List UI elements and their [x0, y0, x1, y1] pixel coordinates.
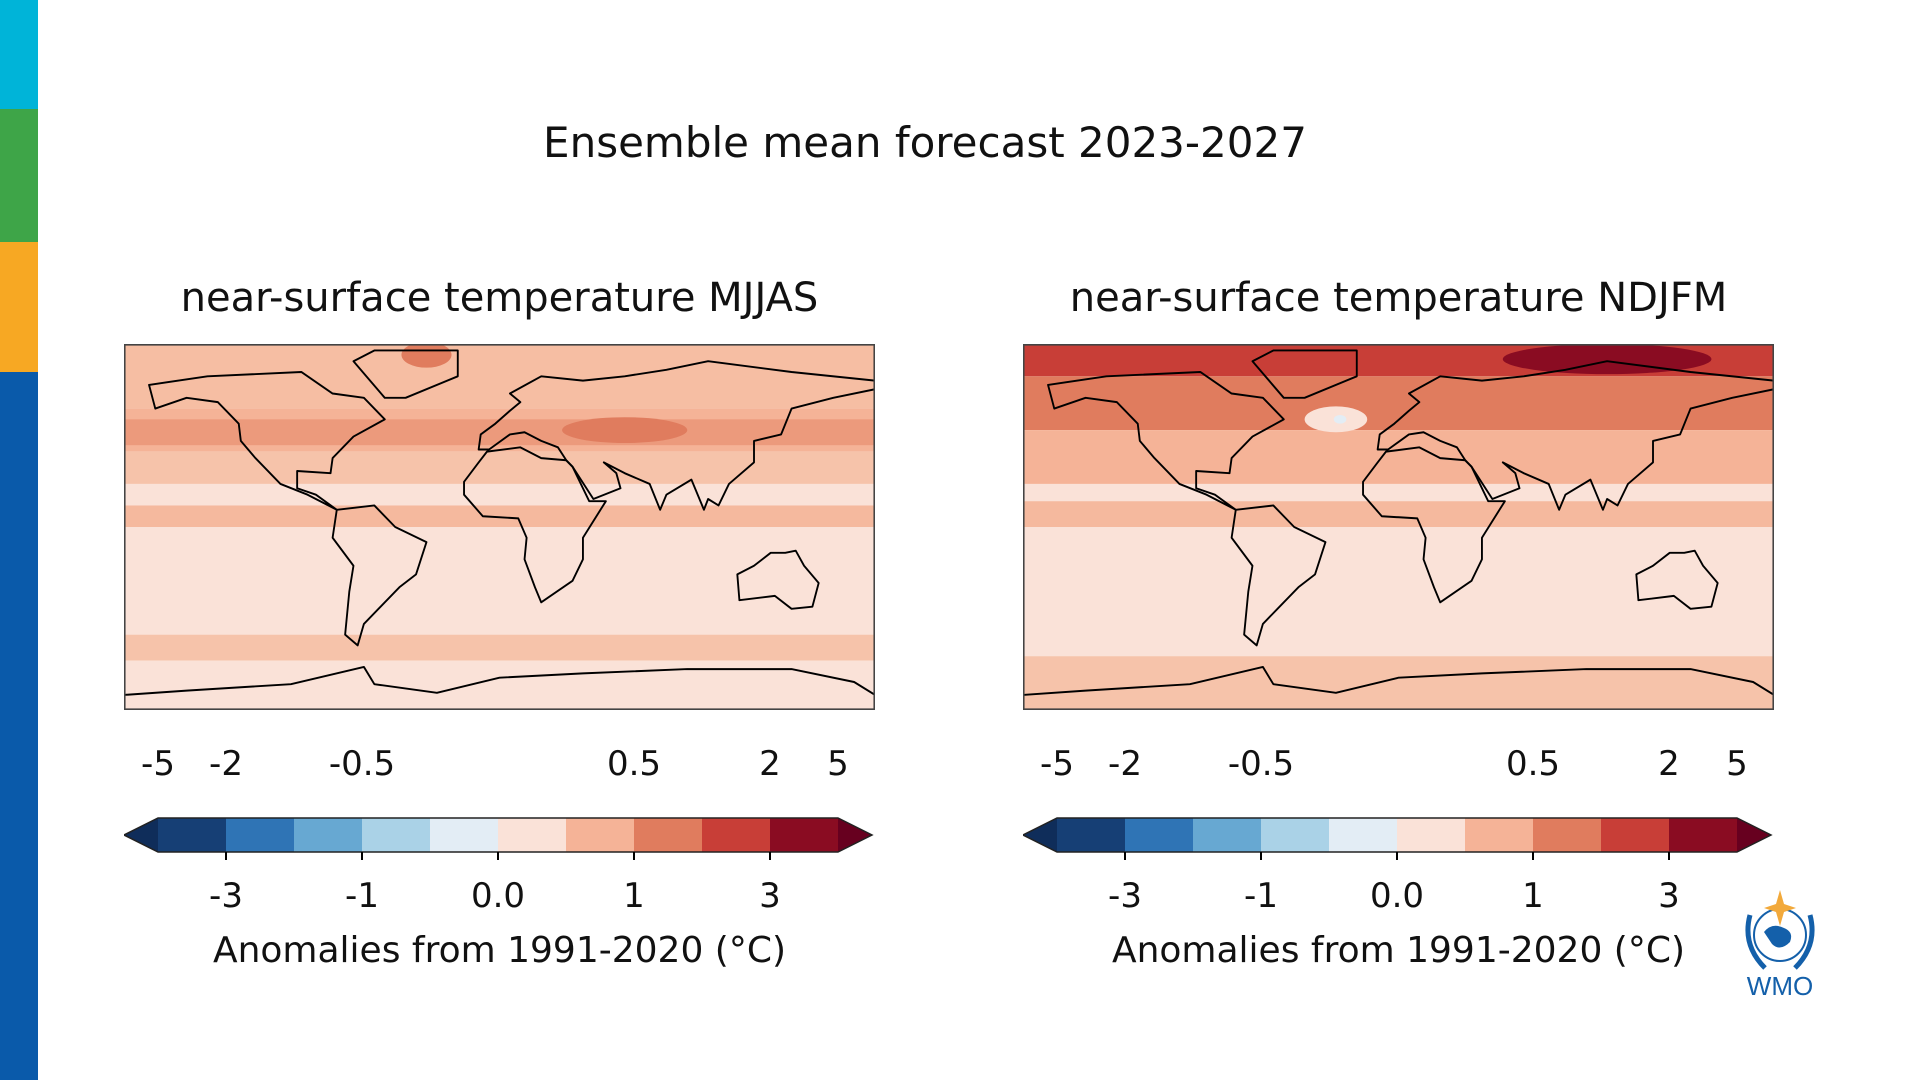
- anomaly-band: [1023, 656, 1774, 710]
- colorbar-segment: [1057, 818, 1126, 852]
- colorbar-upper-tick-label: 2: [759, 744, 781, 784]
- colorbar-ndjfm: Anomalies from 1991-2020 (°C) -5 -2 -0.5 0.…: [1023, 740, 1774, 980]
- colorbar-lower-tick-label: -3: [1108, 876, 1142, 916]
- colorbar-upper-tick-label: -2: [1108, 744, 1142, 784]
- anomaly-band: [124, 505, 875, 527]
- anomaly-band: [124, 634, 875, 661]
- colorbar-lower-tick-label: 1: [623, 876, 645, 916]
- map-mjjas: [124, 344, 875, 710]
- coastline-africa: [463, 446, 607, 604]
- anomaly-band: [1023, 501, 1774, 527]
- colorbar-lower-tick-label: 1: [1522, 876, 1544, 916]
- anomaly-band: [124, 344, 875, 409]
- anomaly-band: [1023, 483, 1774, 502]
- anomaly-band: [1023, 430, 1774, 484]
- anomaly-band: [124, 527, 875, 635]
- coastline-antarctica: [124, 665, 875, 710]
- accent-bar-orange: [0, 242, 38, 372]
- colorbar-upper-tick-label: 2: [1658, 744, 1680, 784]
- colorbar-segment: [294, 818, 363, 852]
- wmo-emblem-icon: [1745, 890, 1815, 970]
- colorbar-upper-tick-label: -0.5: [328, 744, 396, 784]
- colorbar-mjjas: Anomalies from 1991-2020 (°C) -5 -2 -0.5 0.…: [124, 740, 875, 980]
- colorbar-upper-tick-label: 0.5: [1505, 744, 1561, 784]
- colorbar-over-triangle: [1737, 818, 1771, 852]
- figure-title: Ensemble mean forecast 2023-2027: [543, 118, 1307, 167]
- colorbar-over-triangle: [838, 818, 872, 852]
- colorbar-outline: [1023, 817, 1773, 853]
- anomaly-patch: [1333, 415, 1347, 424]
- coastline-africa: [1362, 446, 1506, 604]
- colorbar-segment: [158, 818, 227, 852]
- colorbar-segment: [226, 818, 295, 852]
- colorbar-segment: [566, 818, 635, 852]
- coastline-north-america: [1047, 371, 1285, 511]
- colorbar-lower-tick-label: 3: [1658, 876, 1680, 916]
- colorbar-segment: [430, 818, 499, 852]
- colorbar-segment: [1465, 818, 1534, 852]
- colorbar-upper-tick-label: 0.5: [606, 744, 662, 784]
- coastline-south-america: [331, 504, 428, 647]
- colorbar-upper-tick-label: 5: [1726, 744, 1748, 784]
- colorbar-lower-tick-label: 0.0: [1369, 876, 1425, 916]
- colorbar-lower-tick-label: -1: [1244, 876, 1278, 916]
- colorbar-upper-tick-label: 5: [827, 744, 849, 784]
- colorbar-segment: [1397, 818, 1466, 852]
- colorbar-segment: [770, 818, 839, 852]
- colorbar-segment: [1669, 818, 1738, 852]
- colorbar-lower-tick-label: -1: [345, 876, 379, 916]
- coastline-south-america: [1230, 504, 1327, 647]
- colorbar-under-triangle: [124, 818, 158, 852]
- anomaly-patch: [562, 417, 688, 444]
- anomaly-band: [124, 451, 875, 484]
- anomaly-band: [124, 483, 875, 506]
- anomaly-band: [1023, 527, 1774, 657]
- anomaly-patch: [1502, 344, 1712, 375]
- colorbar-segment: [1533, 818, 1602, 852]
- colorbar-segment: [362, 818, 431, 852]
- colorbar-label: Anomalies from 1991-2020 (°C): [1111, 930, 1686, 971]
- colorbar-under-triangle: [1023, 818, 1057, 852]
- coastline-antarctica: [1023, 665, 1774, 710]
- wmo-logo-text: WMO: [1747, 971, 1813, 1000]
- colorbar-segment: [1125, 818, 1194, 852]
- colorbar-upper-tick-label: -5: [141, 744, 175, 784]
- colorbar-upper-tick-label: -0.5: [1227, 744, 1295, 784]
- colorbar-label: Anomalies from 1991-2020 (°C): [212, 930, 787, 971]
- map-ndjfm: [1023, 344, 1774, 710]
- coastline-north-america: [148, 371, 386, 511]
- accent-bar-green: [0, 109, 38, 242]
- colorbar-segment: [634, 818, 703, 852]
- colorbar-segment: [1329, 818, 1398, 852]
- wmo-logo: WMO: [1720, 870, 1840, 1001]
- coastline-greenland: [1251, 349, 1358, 399]
- coastline-australia: [736, 549, 820, 610]
- anomaly-band: [124, 660, 875, 710]
- colorbar-lower-tick-label: 3: [759, 876, 781, 916]
- panel-title-ndjfm: near-surface temperature NDJFM: [1069, 275, 1728, 321]
- accent-bar-cyan: [0, 0, 38, 109]
- coastline-greenland: [352, 349, 459, 399]
- colorbar-outline: [124, 817, 874, 853]
- colorbar-segment: [1601, 818, 1670, 852]
- coastline-australia: [1635, 549, 1719, 610]
- colorbar-segment: [498, 818, 567, 852]
- colorbar-segment: [1193, 818, 1262, 852]
- colorbar-upper-tick-label: -2: [209, 744, 243, 784]
- colorbar-segment: [1261, 818, 1330, 852]
- colorbar-segment: [702, 818, 771, 852]
- colorbar-upper-tick-label: -5: [1040, 744, 1074, 784]
- panel-title-mjjas: near-surface temperature MJJAS: [180, 275, 819, 321]
- colorbar-lower-tick-label: -3: [209, 876, 243, 916]
- colorbar-lower-tick-label: 0.0: [470, 876, 526, 916]
- accent-bar-blue: [0, 372, 38, 1080]
